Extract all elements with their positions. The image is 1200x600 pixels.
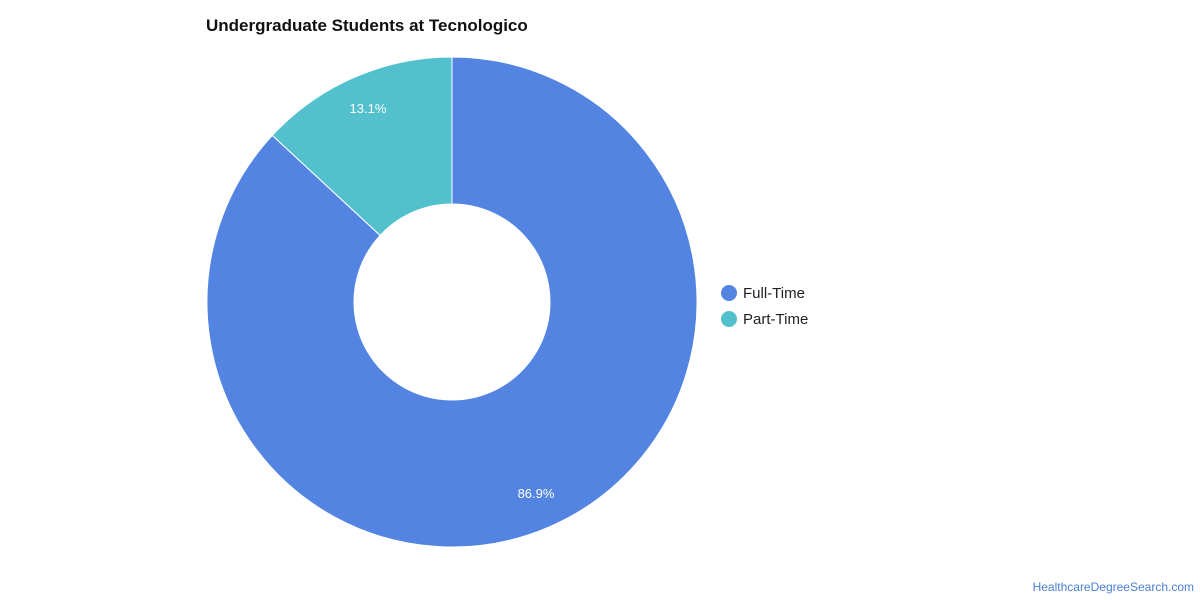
legend-swatch-full-time [721,285,737,301]
slice-full-time[interactable] [206,56,698,548]
chart-legend: Full-Time Part-Time [721,280,808,332]
legend-item-part-time[interactable]: Part-Time [721,306,808,332]
legend-swatch-part-time [721,311,737,327]
source-credit-link[interactable]: HealthcareDegreeSearch.com [1032,580,1194,594]
data-label-full-time: 86.9% [518,486,555,501]
chart-title: Undergraduate Students at Tecnologico [206,16,528,35]
slice-part-time[interactable] [271,56,453,237]
legend-label-full-time: Full-Time [743,284,805,302]
legend-label-part-time: Part-Time [743,310,809,328]
data-label-part-time: 13.1% [350,101,387,116]
legend-item-full-time[interactable]: Full-Time [721,280,808,306]
